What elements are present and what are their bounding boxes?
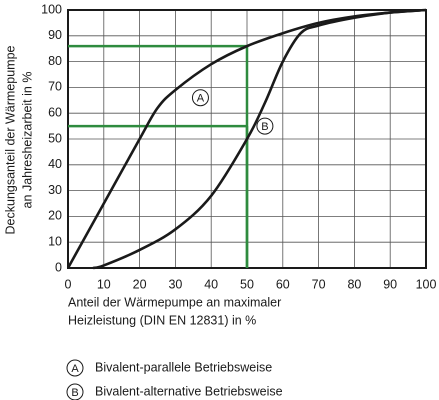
x-tick-label: 40 bbox=[204, 277, 218, 291]
y-tick-label: 0 bbox=[55, 260, 62, 274]
x-tick-label: 60 bbox=[276, 277, 290, 291]
curve-label-circle bbox=[256, 117, 274, 135]
y-axis-label: Deckungsanteil der Wärmepumpe bbox=[3, 45, 17, 234]
curve-label: B bbox=[261, 121, 268, 133]
legend-key: A bbox=[71, 363, 79, 375]
y-tick-label: 70 bbox=[48, 80, 62, 94]
x-tick-label: 70 bbox=[312, 277, 326, 291]
y-tick-label: 10 bbox=[48, 234, 62, 248]
x-axis-label: Anteil der Wärmepumpe an maximaler bbox=[68, 295, 281, 309]
x-tick-label: 80 bbox=[347, 277, 361, 291]
curve-label: A bbox=[197, 93, 205, 105]
x-tick-label: 90 bbox=[383, 277, 397, 291]
y-tick-label: 60 bbox=[48, 105, 62, 119]
legend-label: Bivalent-parallele Betriebsweise bbox=[95, 360, 272, 374]
y-tick-label: 40 bbox=[48, 157, 62, 171]
x-tick-label: 30 bbox=[168, 277, 182, 291]
y-axis-label: an Jahresheizarbeit in % bbox=[20, 72, 34, 209]
y-tick-label: 30 bbox=[48, 183, 62, 197]
curve-label-circle bbox=[191, 89, 209, 107]
x-tick-label: 10 bbox=[97, 277, 111, 291]
legend-circle bbox=[66, 359, 84, 377]
legend-label: Bivalent-alternative Betriebsweise bbox=[95, 384, 283, 398]
curve bbox=[92, 8, 427, 270]
y-tick-label: 100 bbox=[41, 2, 62, 16]
x-tick-label: 20 bbox=[133, 277, 147, 291]
legend-key: B bbox=[71, 387, 78, 399]
legend-circle bbox=[66, 383, 84, 400]
x-tick-label: 50 bbox=[240, 277, 254, 291]
y-tick-label: 80 bbox=[48, 54, 62, 68]
x-tick-label: 0 bbox=[65, 277, 72, 291]
x-tick-label: 100 bbox=[416, 277, 437, 291]
y-tick-label: 50 bbox=[48, 131, 62, 145]
y-tick-label: 90 bbox=[48, 28, 62, 42]
x-axis-label: Heizleistung (DIN EN 12831) in % bbox=[68, 313, 256, 327]
y-tick-label: 20 bbox=[48, 209, 62, 223]
